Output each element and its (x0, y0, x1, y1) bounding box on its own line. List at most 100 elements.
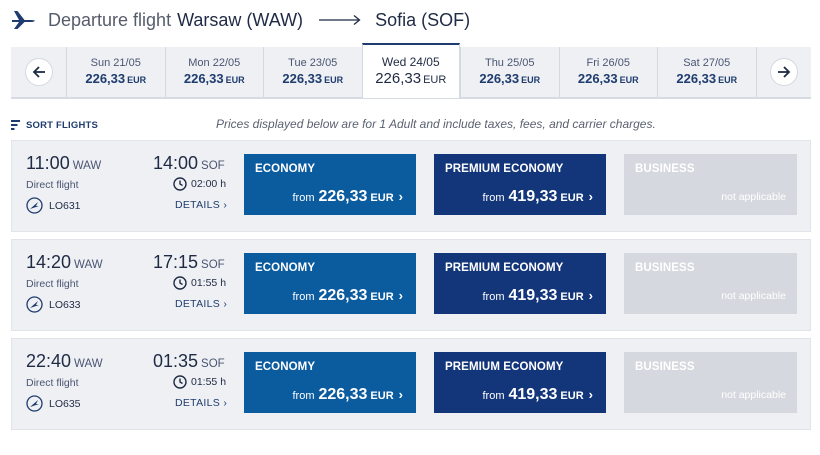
fare-amount: 226,33 (318, 188, 368, 205)
date-label: Thu 25/05 (484, 56, 535, 69)
premium-economy-fare-button[interactable]: PREMIUM ECONOMY from 419,33 EUR › (434, 253, 606, 314)
duration: 01:55 h (173, 276, 226, 290)
fare-name: BUSINESS (635, 262, 695, 274)
fare-price: from 419,33 EUR › (482, 386, 593, 404)
date-price: 226,33 (676, 70, 717, 86)
date-currency: EUR (521, 74, 541, 85)
economy-fare-button[interactable]: ECONOMY from 226,33 EUR › (244, 253, 416, 314)
details-link[interactable]: DETAILS › (175, 199, 227, 211)
date-currency: EUR (423, 74, 447, 86)
date-tab-thu[interactable]: Thu 25/05 226,33 EUR (460, 47, 559, 97)
details-label: DETAILS (175, 397, 221, 409)
date-tab-mon[interactable]: Mon 22/05 226,33 EUR (164, 47, 264, 97)
prev-week-button[interactable] (11, 47, 66, 97)
date-selector: Sun 21/05 226,33 EUR Mon 22/05 226,33 EUR … (11, 43, 811, 99)
business-fare-disabled: BUSINESS not applicable (624, 154, 797, 215)
flight-row: 14:20 WAW 17:15 SOF Direct flight 01:55 h … (11, 239, 811, 331)
date-label: Sat 27/05 (683, 56, 731, 69)
fare-amount: 226,33 (318, 386, 368, 403)
direct-flight-label: Direct flight (26, 377, 79, 389)
arrow-left-icon[interactable] (24, 58, 53, 86)
fare-currency: EUR (560, 192, 584, 204)
date-currency: EUR (127, 74, 147, 85)
economy-fare-button[interactable]: ECONOMY from 226,33 EUR › (244, 352, 416, 413)
date-price: 226,33 (183, 70, 224, 86)
departure-code: WAW (72, 160, 102, 172)
chevron-right-icon: › (588, 189, 593, 204)
fare-price: from 226,33 EUR › (292, 386, 403, 404)
not-applicable-label: not applicable (721, 290, 786, 302)
date-price: 226,33 (375, 70, 422, 87)
fare-currency: EUR (370, 291, 394, 303)
fare-currency: EUR (370, 192, 394, 204)
date-price: 226,33 (282, 70, 323, 86)
flight-number-value: LO635 (49, 397, 81, 410)
flight-number: LO631 (26, 197, 81, 214)
date-tab-fri[interactable]: Fri 26/05 226,33 EUR (558, 47, 658, 97)
arrival-time: 01:35 (153, 351, 199, 371)
departure-time: 22:40 (26, 351, 72, 371)
fare-from: from (482, 390, 505, 402)
flight-number-value: LO633 (49, 298, 81, 311)
date-currency: EUR (225, 74, 245, 85)
business-fare-disabled: BUSINESS not applicable (624, 352, 797, 413)
details-link[interactable]: DETAILS › (175, 298, 227, 310)
duration-value: 01:55 h (191, 277, 227, 289)
arrow-right-icon[interactable] (769, 58, 798, 86)
date-tab-wed-selected[interactable]: Wed 24/05 226,33 EUR (361, 43, 460, 98)
date-label: Fri 26/05 (586, 56, 630, 69)
airline-logo-icon (26, 296, 43, 313)
date-label: Wed 24/05 (381, 55, 440, 69)
economy-fare-button[interactable]: ECONOMY from 226,33 EUR › (244, 154, 416, 215)
fare-name: PREMIUM ECONOMY (445, 163, 564, 175)
fare-amount: 419,33 (508, 386, 558, 403)
clock-icon (173, 375, 187, 389)
fare-currency: EUR (560, 390, 584, 402)
airline-logo-icon (26, 197, 43, 214)
details-label: DETAILS (175, 199, 221, 211)
route-arrow-icon (319, 14, 361, 26)
fare-price: from 419,33 EUR › (482, 188, 593, 206)
fare-name: PREMIUM ECONOMY (445, 361, 564, 373)
fare-amount: 419,33 (508, 287, 558, 304)
sort-icon[interactable] (11, 120, 20, 130)
duration: 01:55 h (173, 375, 226, 389)
chevron-right-icon: › (223, 199, 228, 211)
arrival-time: 14:00 (153, 153, 199, 173)
not-applicable-label: not applicable (721, 191, 786, 203)
arrival-code: SOF (201, 259, 225, 271)
date-tab-sat[interactable]: Sat 27/05 226,33 EUR (657, 47, 756, 97)
departure: 11:00 WAW (26, 153, 101, 174)
fare-from: from (482, 291, 505, 303)
clock-icon (173, 276, 187, 290)
departure-code: WAW (74, 259, 103, 271)
premium-economy-fare-button[interactable]: PREMIUM ECONOMY from 419,33 EUR › (434, 352, 606, 413)
date-price: 226,33 (577, 70, 618, 86)
chevron-right-icon: › (223, 397, 228, 409)
details-link[interactable]: DETAILS › (175, 397, 227, 409)
header-label: Departure flight (48, 9, 172, 30)
next-week-button[interactable] (755, 47, 811, 97)
chevron-right-icon: › (223, 298, 228, 310)
date-tab-tue[interactable]: Tue 23/05 226,33 EUR (263, 47, 362, 97)
not-applicable-label: not applicable (721, 389, 786, 401)
fare-amount: 226,33 (318, 287, 368, 304)
sort-flights-button[interactable]: SORT FLIGHTS (26, 119, 99, 131)
plane-icon (12, 11, 35, 29)
fare-price: from 226,33 EUR › (292, 188, 403, 206)
date-tab-sun[interactable]: Sun 21/05 226,33 EUR (66, 47, 165, 97)
fare-name: ECONOMY (255, 361, 316, 373)
price-note: Prices displayed below are for 1 Adult a… (216, 117, 656, 131)
premium-economy-fare-button[interactable]: PREMIUM ECONOMY from 419,33 EUR › (434, 154, 606, 215)
flight-number-value: LO631 (49, 199, 81, 212)
arrival-code: SOF (201, 358, 225, 370)
flight-row: 11:00 WAW 14:00 SOF Direct flight 02:00 h … (11, 140, 811, 232)
clock-icon (173, 177, 187, 191)
arrival: 01:35 SOF (153, 351, 225, 372)
date-currency: EUR (324, 74, 344, 85)
fare-amount: 419,33 (508, 188, 558, 205)
departure-time: 11:00 (26, 153, 70, 173)
flight-header: Departure flight Warsaw (WAW) Sofia (SOF… (10, 6, 470, 34)
date-label: Mon 22/05 (188, 56, 241, 69)
chevron-right-icon: › (588, 387, 593, 402)
